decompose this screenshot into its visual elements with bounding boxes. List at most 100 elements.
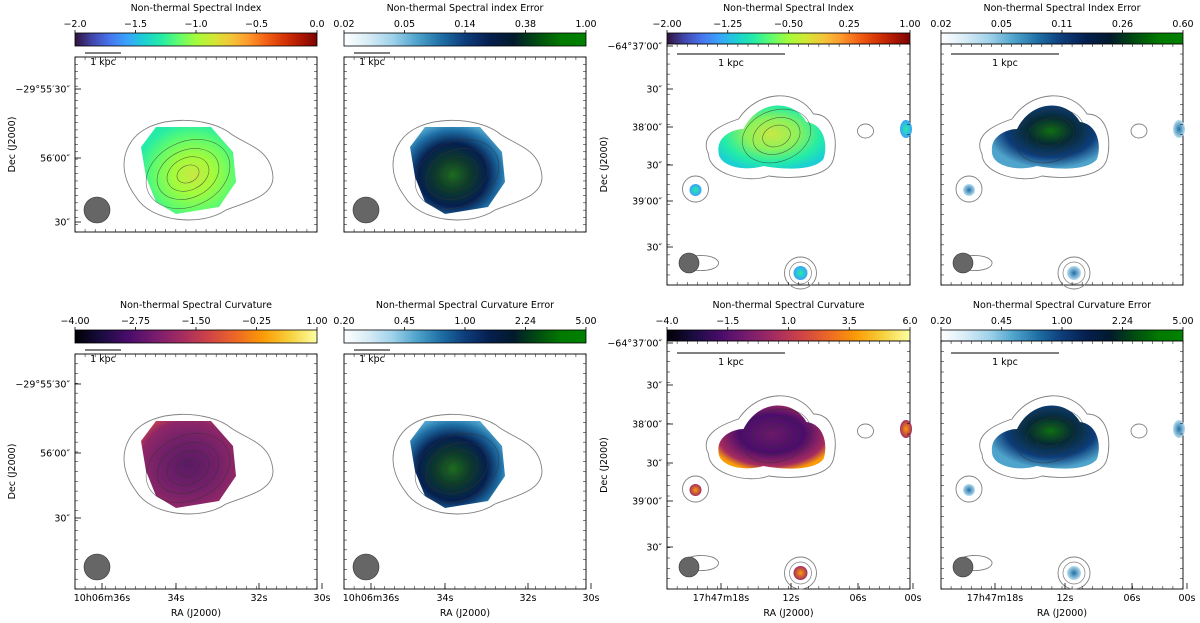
colorbar-tick-label: −0.5 <box>245 19 268 30</box>
x-axis-label: RA (J2000) <box>440 608 490 619</box>
y-tick-label: −64°37′00″ <box>607 42 662 53</box>
contour-level <box>435 450 479 486</box>
small-contour <box>1057 256 1091 290</box>
small-contour <box>1062 261 1086 285</box>
compact-source <box>1067 566 1081 580</box>
colorbar-tick-label: 0.14 <box>454 19 475 30</box>
small-contour <box>784 256 817 290</box>
small-contour <box>857 423 874 439</box>
colorbar-title: Non-thermal Spectral Index <box>723 3 854 14</box>
colorbar <box>74 32 318 47</box>
colorbar-tick-label: 5.00 <box>1172 316 1193 327</box>
y-tick-label: 30″ <box>646 459 662 470</box>
scale-bar-label: 1 kpc <box>718 58 744 69</box>
colorbar-title: Non-thermal Spectral Curvature <box>120 300 272 311</box>
outer-contour <box>392 413 543 515</box>
colorbar-tick-label: 1.00 <box>454 316 475 327</box>
contour-level <box>414 433 500 503</box>
colorbar-tick-label: 0.02 <box>930 19 951 30</box>
y-tick-label: 30″ <box>646 543 662 554</box>
x-tick-label: 17h47m18s <box>967 593 1024 604</box>
contour-level <box>741 108 812 164</box>
compact-source <box>1067 266 1081 280</box>
colorbar-tick-label: −2.00 <box>652 19 681 30</box>
y-tick-label: 30″ <box>646 243 662 254</box>
colorbar <box>343 329 587 344</box>
x-tick-label: 00s <box>904 593 921 604</box>
scale-bar-label: 1 kpc <box>992 357 1018 368</box>
y-tick-label: 30″ <box>54 218 70 229</box>
contour-level <box>762 124 791 148</box>
scale-bar-label: 1 kpc <box>359 57 385 68</box>
outer-contour <box>705 395 836 480</box>
contour-level <box>425 442 489 494</box>
y-tick-label: 39′00″ <box>632 497 662 508</box>
compact-source <box>689 484 702 496</box>
small-contour <box>857 123 874 139</box>
x-tick-label: 00s <box>1178 593 1195 604</box>
colorbar-tick-label: −0.50 <box>774 19 803 30</box>
y-tick-label: 38′00″ <box>632 420 662 431</box>
colorbar <box>74 329 318 344</box>
colorbar-title: Non-thermal Spectral Curvature Error <box>973 300 1151 311</box>
colorbar-tick-label: −2.0 <box>63 19 86 30</box>
contour-level <box>1026 417 1074 455</box>
contour-level <box>1035 124 1065 148</box>
beam-ellipse <box>952 556 974 578</box>
colorbar-tick-label: 1.0 <box>781 316 796 327</box>
x-tick-label: 30s <box>582 593 599 604</box>
colorbar-tick-label: −1.5 <box>716 316 739 327</box>
colorbar-tick-label: −1.50 <box>181 316 210 327</box>
y-tick-label: −29°55′30″ <box>15 85 70 96</box>
outer-contour <box>979 95 1110 180</box>
colorbar-tick-label: 0.45 <box>394 316 415 327</box>
colorbar-tick-label: 0.20 <box>930 316 951 327</box>
panel-p6: Non-thermal Spectral Curvature Error 0.20… <box>333 300 599 619</box>
colorbar-title: Non-thermal Spectral Index Error <box>983 3 1140 14</box>
edge-source <box>1173 120 1185 138</box>
y-tick-label: 30″ <box>646 161 662 172</box>
contour-level <box>414 139 500 209</box>
small-contour <box>682 175 709 203</box>
compact-source <box>963 184 975 196</box>
contour-level <box>435 156 479 192</box>
colorbar-tick-label: −2.75 <box>121 316 150 327</box>
colorbar-tick-label: 0.26 <box>1112 19 1133 30</box>
beam-ellipse <box>83 553 111 581</box>
contour-level <box>145 433 231 503</box>
panel-p2: Non-thermal Spectral index Error 0.02 0.05… <box>333 3 597 233</box>
colorbar-tick-label: 0.45 <box>991 316 1012 327</box>
emission-map <box>410 127 505 214</box>
y-tick-label: 30″ <box>54 514 70 525</box>
compact-source <box>689 184 702 196</box>
outer-contour <box>123 413 274 515</box>
contour-level <box>752 417 801 455</box>
small-contour <box>789 561 812 585</box>
beam-ellipse <box>352 196 380 224</box>
contour-level <box>445 458 469 478</box>
small-contour <box>1062 561 1086 585</box>
colorbar-tick-label: 2.24 <box>1112 316 1133 327</box>
scale-bar-label: 1 kpc <box>992 58 1018 69</box>
colorbar-tick-label: 6.0 <box>902 316 917 327</box>
y-tick-label: 56′00″ <box>40 449 70 460</box>
small-contour <box>789 261 812 285</box>
contour-level <box>156 148 220 200</box>
outer-contour <box>979 395 1110 480</box>
x-tick-label: 34s <box>167 593 184 604</box>
panel-p3: Non-thermal Spectral Index −2.00 −1.25 −0.5… <box>599 3 921 290</box>
y-tick-label: 56′00″ <box>40 154 70 165</box>
x-tick-label: 12s <box>1056 593 1073 604</box>
colorbar-tick-label: 0.0 <box>309 19 324 30</box>
contour-level <box>176 164 200 184</box>
y-axis-label: Dec (J2000) <box>7 444 18 500</box>
y-tick-label: −64°37′00″ <box>607 339 662 350</box>
x-tick-label: 06s <box>849 593 866 604</box>
colorbar-tick-label: −0.25 <box>242 316 271 327</box>
emission-map <box>141 127 236 214</box>
y-tick-label: 39′00″ <box>632 197 662 208</box>
small-contour <box>955 475 983 503</box>
panel-p4: Non-thermal Spectral Index Error 0.02 0.05… <box>930 3 1194 290</box>
contour-level <box>176 458 200 478</box>
